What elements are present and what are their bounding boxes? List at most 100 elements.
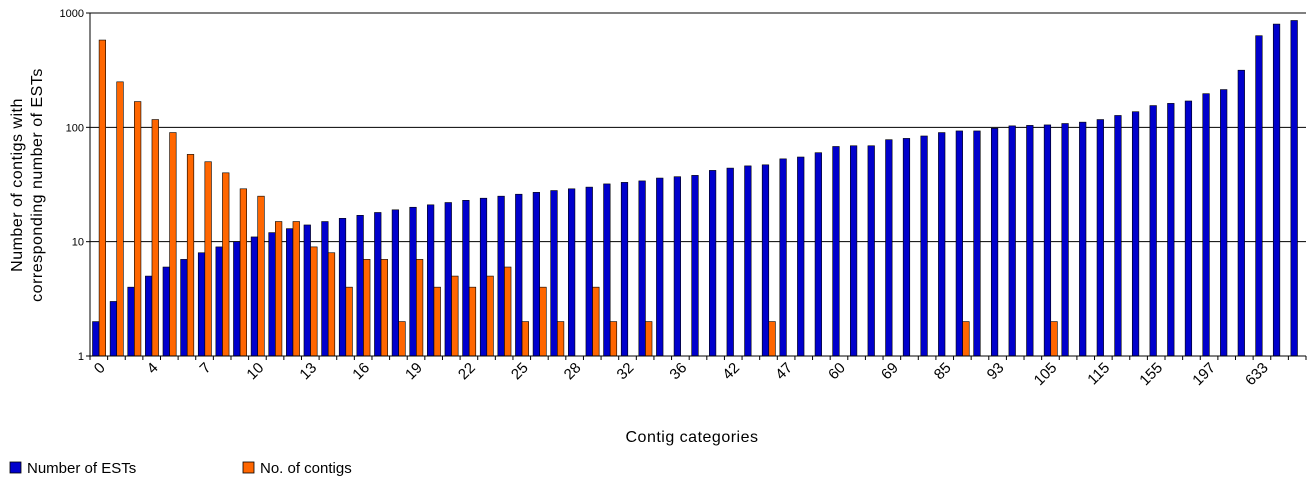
legend-swatch-ests [9, 461, 22, 474]
bar-ests-47 [920, 135, 928, 357]
bar-ests-25 [532, 192, 540, 357]
bar-ests-37 [744, 165, 752, 357]
bar-ests-48 [938, 132, 946, 357]
bar-ests-39 [779, 158, 787, 357]
bar-ests-29 [603, 183, 611, 357]
bar-contigs-28 [592, 286, 600, 357]
y-axis-title-line-1: Number of contigs with [9, 98, 26, 272]
bar-ests-50 [973, 130, 981, 357]
bar-ests-43 [849, 145, 858, 357]
bar-contigs-21 [468, 286, 477, 357]
x-tick-label-17: 93 [984, 359, 1008, 383]
bar-ests-4 [162, 266, 170, 357]
bar-contigs-10 [275, 221, 283, 357]
bar-ests-11 [286, 228, 294, 357]
bar-contigs-16 [380, 259, 388, 357]
bar-ests-38 [761, 164, 770, 357]
bar-ests-20 [444, 202, 452, 357]
legend-swatch-contigs [242, 461, 255, 474]
x-tick-label-6: 19 [402, 359, 426, 383]
bar-contigs-26 [556, 321, 565, 357]
bar-ests-61 [1167, 103, 1175, 357]
bar-ests-56 [1079, 121, 1087, 357]
bar-ests-46 [902, 138, 911, 357]
bar-ests-67 [1272, 23, 1281, 357]
bar-ests-51 [990, 128, 999, 357]
x-tick-label-11: 36 [666, 359, 690, 383]
x-tick-label-7: 22 [455, 359, 479, 383]
bar-contigs-14 [345, 286, 353, 357]
bar-ests-13 [321, 221, 329, 357]
bar-ests-68 [1290, 20, 1298, 357]
bar-ests-49 [955, 130, 963, 357]
bar-ests-22 [479, 197, 488, 357]
bar-ests-54 [1043, 124, 1052, 357]
x-axis-title: Contig categories [625, 429, 758, 446]
x-tick-label-21: 197 [1189, 359, 1219, 389]
bar-ests-27 [568, 188, 576, 357]
bar-ests-45 [885, 139, 893, 357]
bar-ests-24 [515, 193, 523, 357]
bar-ests-36 [726, 167, 734, 357]
bar-ests-44 [867, 145, 875, 357]
x-tick-label-8: 25 [508, 359, 532, 383]
bar-ests-41 [814, 152, 822, 357]
bar-contigs-54 [1050, 321, 1058, 357]
bar-contigs-22 [486, 275, 494, 357]
bar-ests-12 [303, 224, 311, 357]
x-tick-label-13: 47 [772, 359, 796, 383]
y-tick-labels: 1 10 100 1000 [60, 8, 84, 363]
bar-contigs-38 [768, 321, 776, 357]
bars [92, 20, 1298, 357]
x-tick-label-12: 42 [719, 359, 743, 383]
bar-contigs-15 [363, 259, 371, 357]
bar-ests-19 [427, 204, 435, 357]
bar-ests-52 [1008, 125, 1016, 357]
bar-ests-2 [127, 286, 135, 357]
bar-contigs-20 [451, 275, 459, 357]
bar-ests-14 [338, 218, 347, 357]
bar-contigs-13 [327, 252, 336, 357]
bar-ests-17 [391, 209, 399, 357]
x-tick-label-18: 105 [1031, 359, 1061, 389]
bar-ests-35 [709, 170, 717, 357]
bar-ests-63 [1202, 93, 1210, 357]
x-tick-labels: 0 4 7 10 13 16 19 22 25 28 32 36 42 47 60 69 85 93 105 115 1… [91, 359, 1272, 389]
bar-contigs-6 [204, 161, 212, 357]
y-axis-title-line-2: corresponding number of ESTs [29, 68, 46, 302]
bar-contigs-24 [521, 321, 529, 357]
x-tick-label-0: 0 [91, 359, 109, 377]
bar-ests-26 [550, 190, 558, 357]
bar-ests-65 [1237, 69, 1245, 357]
bar-ests-18 [409, 206, 417, 357]
bar-ests-8 [233, 241, 241, 357]
x-tick-label-16: 85 [931, 359, 955, 383]
bar-ests-5 [180, 259, 188, 357]
bar-contigs-7 [222, 172, 230, 357]
x-tick-label-1: 4 [144, 359, 162, 377]
bar-contigs-3 [151, 119, 159, 357]
bar-ests-66 [1255, 35, 1263, 357]
axes [86, 12, 1307, 360]
bar-contigs-2 [134, 101, 142, 357]
bar-ests-23 [497, 195, 505, 357]
bar-contigs-4 [169, 132, 177, 357]
bar-ests-1 [109, 301, 118, 357]
bar-ests-3 [145, 275, 153, 357]
x-tick-label-10: 32 [614, 359, 638, 383]
bar-contigs-0 [98, 39, 106, 357]
x-tick-label-5: 16 [349, 359, 373, 383]
bar-contigs-18 [416, 259, 424, 357]
bar-contigs-25 [539, 286, 547, 357]
bar-contigs-49 [962, 321, 970, 357]
legend: Number of ESTs No. of contigs [9, 460, 352, 477]
bar-contigs-19 [433, 286, 441, 357]
legend-label-contigs: No. of contigs [260, 460, 352, 477]
x-tick-label-14: 60 [825, 359, 849, 383]
bar-ests-0 [92, 321, 100, 357]
bar-ests-33 [673, 176, 681, 357]
bar-contigs-23 [504, 266, 512, 357]
bar-ests-30 [620, 182, 629, 357]
x-tick-label-19: 115 [1084, 359, 1113, 388]
